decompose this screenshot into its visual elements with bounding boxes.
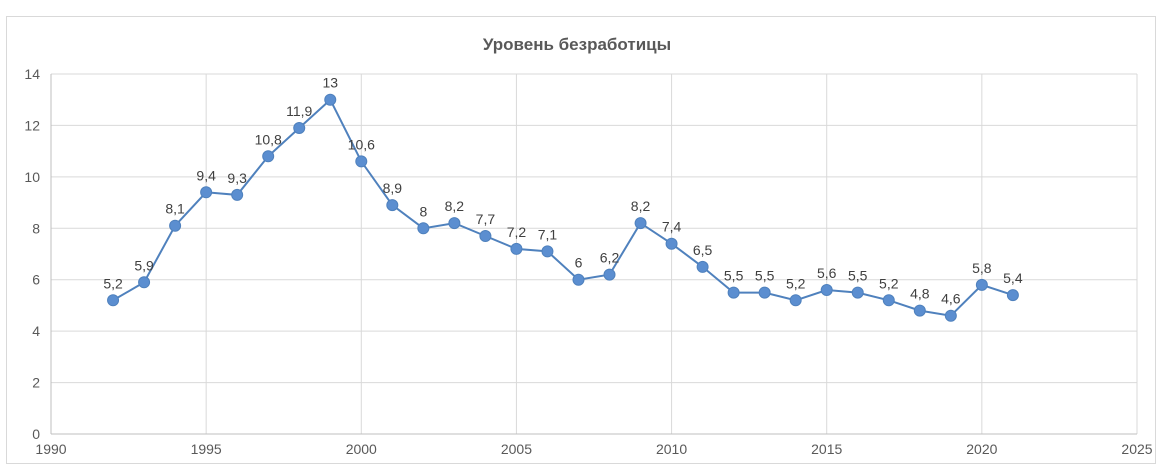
data-point <box>448 217 461 230</box>
data-label: 6,2 <box>600 250 620 266</box>
data-point <box>944 309 957 322</box>
x-tick-label: 1995 <box>191 441 222 457</box>
data-label: 8,2 <box>631 198 651 214</box>
data-point <box>293 122 306 134</box>
data-point <box>789 294 802 307</box>
data-label: 7,7 <box>476 211 496 227</box>
x-tick-label: 2005 <box>501 441 532 457</box>
data-point <box>479 230 492 242</box>
data-point <box>603 268 616 281</box>
chart-title: Уровень безработицы <box>483 35 671 54</box>
y-tick-label: 0 <box>32 426 40 442</box>
data-label: 5,8 <box>972 260 992 276</box>
data-label: 5,2 <box>103 275 123 291</box>
data-label: 8,1 <box>165 201 185 217</box>
data-label: 8,2 <box>445 198 465 214</box>
data-point <box>200 186 213 199</box>
data-point <box>696 260 709 273</box>
data-label: 9,3 <box>227 170 247 186</box>
x-tick-label: 1990 <box>35 441 66 457</box>
x-tick-label: 2000 <box>346 441 377 457</box>
data-point <box>882 294 895 307</box>
data-label: 8 <box>419 203 427 219</box>
y-tick-label: 2 <box>32 375 40 391</box>
data-point <box>417 222 430 235</box>
data-point <box>913 304 926 317</box>
data-point <box>820 284 833 296</box>
data-point <box>510 242 523 255</box>
data-label: 7,1 <box>538 226 558 242</box>
grid <box>51 73 1138 434</box>
data-label: 13 <box>322 75 338 91</box>
unemployment-chart: 0 2 4 6 8 10 12 14 1990 1995 2000 2005 2010 2015 2020 2… <box>24 35 1152 457</box>
data-label: 5,2 <box>786 275 806 291</box>
data-label: 10,8 <box>255 131 282 147</box>
data-label: 5,2 <box>879 275 899 291</box>
data-point <box>324 93 337 106</box>
data-label: 4,6 <box>941 291 961 307</box>
data-point <box>541 245 554 258</box>
data-label: 5,5 <box>848 268 868 284</box>
data-labels: 5,2 5,9 8,1 9,4 9,3 10,811,9 13 10,6 8,9 8 8,2 7,7 7… <box>103 75 1023 307</box>
data-point <box>231 188 244 201</box>
data-point <box>727 286 740 299</box>
series <box>107 93 1019 322</box>
x-tick-label: 2025 <box>1121 441 1152 457</box>
data-point <box>355 155 368 168</box>
data-point <box>758 286 771 299</box>
data-label: 7,4 <box>662 219 682 235</box>
data-label: 6 <box>575 255 583 271</box>
data-point <box>572 273 585 286</box>
data-point <box>634 217 647 230</box>
data-label: 5,5 <box>724 268 744 284</box>
series-line <box>112 98 1014 317</box>
data-label: 5,4 <box>1003 270 1023 286</box>
data-label: 11,9 <box>286 103 312 119</box>
data-label: 4,8 <box>910 286 930 302</box>
data-label: 8,9 <box>383 180 403 196</box>
y-tick-label: 12 <box>24 117 40 133</box>
data-point <box>262 150 275 163</box>
data-point <box>138 276 151 289</box>
chart-area: 0 2 4 6 8 10 12 14 1990 1995 2000 2005 2010 2015 2020 2… <box>6 16 1156 464</box>
data-point <box>386 199 399 212</box>
data-label: 5,5 <box>755 268 775 284</box>
x-tick-label: 2010 <box>656 441 687 457</box>
data-point <box>107 294 120 307</box>
axes: 0 2 4 6 8 10 12 14 1990 1995 2000 2005 2010 2015 2020 2… <box>24 66 1152 457</box>
y-tick-label: 14 <box>24 66 40 82</box>
y-tick-label: 6 <box>32 272 40 288</box>
y-tick-label: 8 <box>32 220 40 236</box>
data-point <box>1006 289 1019 302</box>
x-tick-label: 2015 <box>811 441 842 457</box>
data-point <box>975 278 988 291</box>
data-label: 7,2 <box>507 224 527 240</box>
data-point <box>851 286 864 299</box>
x-tick-label: 2020 <box>966 441 997 457</box>
data-label: 9,4 <box>196 167 216 183</box>
data-label: 5,6 <box>817 265 837 281</box>
data-point <box>169 219 182 232</box>
data-label: 10,6 <box>348 136 375 152</box>
data-point <box>665 237 678 250</box>
y-tick-label: 4 <box>32 323 40 339</box>
data-label: 6,5 <box>693 242 713 258</box>
data-label: 5,9 <box>134 257 154 273</box>
y-tick-label: 10 <box>24 169 40 185</box>
